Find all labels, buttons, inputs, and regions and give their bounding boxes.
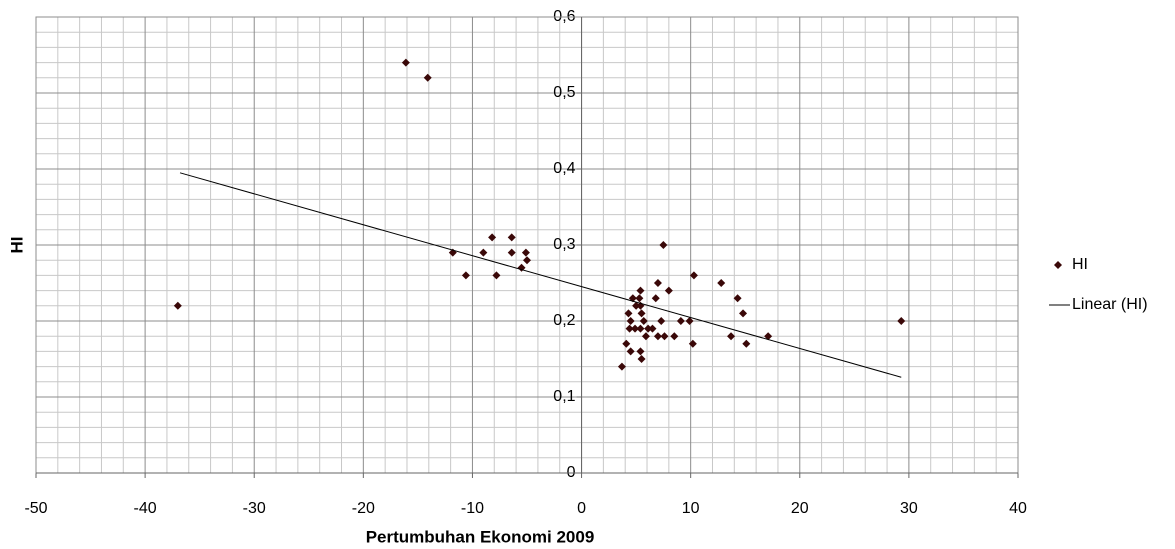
point <box>635 294 644 303</box>
point <box>659 241 668 249</box>
x-tick-label: 20 <box>791 500 809 517</box>
point <box>523 256 531 265</box>
point <box>660 332 669 341</box>
point <box>648 324 657 333</box>
point <box>742 339 751 348</box>
point <box>727 332 736 341</box>
point <box>717 279 726 287</box>
point <box>173 301 182 310</box>
point <box>521 248 530 257</box>
point <box>507 248 516 257</box>
x-tick-label: 40 <box>1009 500 1027 517</box>
point <box>653 279 662 287</box>
point <box>651 294 660 303</box>
point <box>636 347 645 356</box>
point <box>488 233 497 242</box>
x-tick-label: 0 <box>577 500 586 517</box>
point <box>617 362 626 371</box>
point <box>637 309 646 318</box>
point <box>492 271 501 280</box>
point <box>641 332 650 341</box>
x-tick-label: 30 <box>900 500 918 517</box>
x-tick-label: -10 <box>461 500 484 517</box>
point <box>739 309 748 318</box>
y-tick-label: 0,1 <box>553 388 575 405</box>
legend-label: Linear (HI) <box>1072 296 1148 313</box>
point <box>626 317 635 325</box>
point <box>685 317 694 325</box>
point <box>631 324 640 333</box>
point <box>479 248 488 257</box>
point <box>664 286 673 295</box>
point <box>653 332 662 341</box>
x-tick-label: -20 <box>352 500 375 517</box>
y-tick-label: 0,2 <box>553 312 575 329</box>
x-tick-label: -50 <box>24 500 47 517</box>
x-tick-label: 10 <box>682 500 700 517</box>
point <box>636 324 645 333</box>
legend-marker <box>1054 261 1062 269</box>
point <box>897 317 906 325</box>
x-tick-label: -40 <box>134 500 157 517</box>
point <box>624 309 633 318</box>
point <box>689 271 698 280</box>
point <box>401 58 410 67</box>
y-tick-label: 0,3 <box>553 236 575 253</box>
point <box>507 233 516 242</box>
point <box>644 324 653 333</box>
point <box>637 355 646 363</box>
point <box>626 347 635 356</box>
point <box>423 73 432 82</box>
point <box>632 301 641 310</box>
y-tick-label: 0,4 <box>553 160 575 177</box>
legend-label: HI <box>1072 256 1088 273</box>
point <box>670 332 679 341</box>
point <box>461 271 470 280</box>
x-axis-title: Pertumbuhan Ekonomi 2009 <box>366 527 595 546</box>
point <box>688 339 697 348</box>
point <box>639 317 648 325</box>
point <box>764 332 773 341</box>
y-tick-label: 0,5 <box>553 84 575 101</box>
point <box>733 294 742 303</box>
point <box>622 339 631 348</box>
y-axis-title: HI <box>7 237 26 254</box>
point <box>636 286 645 295</box>
trendline <box>179 172 902 378</box>
point <box>625 324 634 333</box>
point <box>676 317 685 325</box>
x-tick-label: -30 <box>243 500 266 517</box>
point <box>657 317 666 325</box>
